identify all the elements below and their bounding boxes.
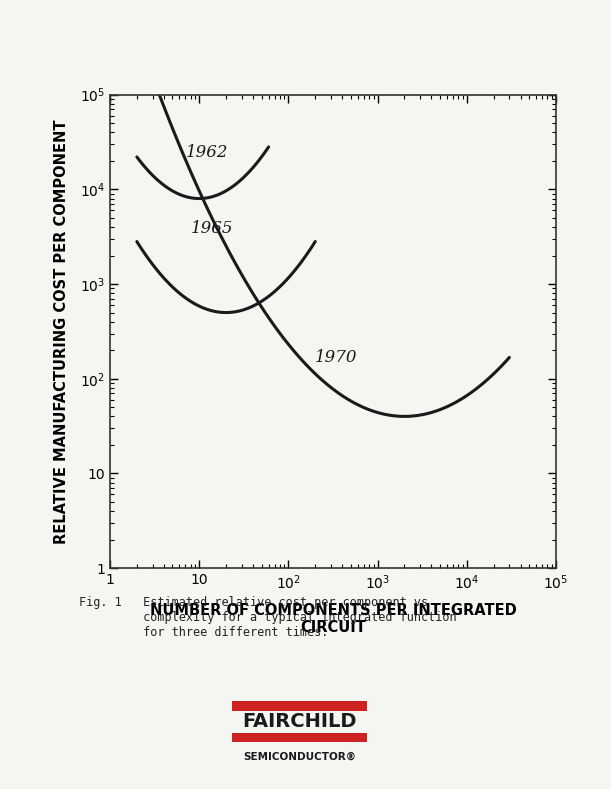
Text: 1962: 1962 bbox=[185, 144, 228, 161]
Text: 1970: 1970 bbox=[315, 349, 358, 366]
Text: FAIRCHILD: FAIRCHILD bbox=[242, 712, 357, 731]
Text: SEMICONDUCTOR®: SEMICONDUCTOR® bbox=[243, 752, 356, 762]
Text: Fig. 1   Estimated relative cost per component vs
         complexity for a typi: Fig. 1 Estimated relative cost per compo… bbox=[79, 596, 457, 638]
Text: 1965: 1965 bbox=[191, 219, 233, 237]
Y-axis label: RELATIVE MANUFACTURING COST PER COMPONENT: RELATIVE MANUFACTURING COST PER COMPONEN… bbox=[54, 119, 68, 544]
X-axis label: NUMBER OF COMPONENTS PER INTEGRATED
CIRCUIT: NUMBER OF COMPONENTS PER INTEGRATED CIRC… bbox=[150, 603, 516, 635]
